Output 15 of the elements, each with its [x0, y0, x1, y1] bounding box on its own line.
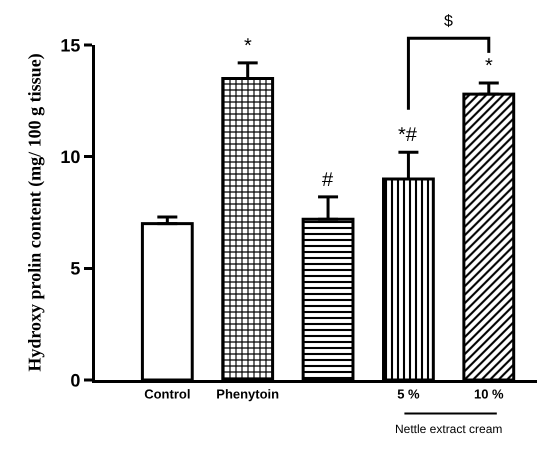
- y-axis-title: Hydroxy prolin content (mg/ 100 g tissue): [24, 53, 45, 372]
- annotation: #: [322, 169, 334, 191]
- text: $: [444, 13, 453, 30]
- y-tick-label: 5: [70, 258, 80, 279]
- x-tick-label: Phenytoin: [216, 386, 280, 402]
- y-tick-label: 10: [60, 146, 80, 167]
- y-tick-label: 0: [70, 370, 80, 390]
- x-tick-label: Control: [144, 386, 190, 402]
- x-tick-label: 10 %: [474, 386, 504, 402]
- text: Nettle extract cream: [395, 422, 502, 436]
- annotation: *: [485, 55, 493, 77]
- annotation: *: [244, 35, 252, 57]
- x-tick-label: 5 %: [397, 386, 420, 402]
- annotation: *#: [398, 124, 418, 146]
- y-tick-label: 15: [60, 35, 80, 56]
